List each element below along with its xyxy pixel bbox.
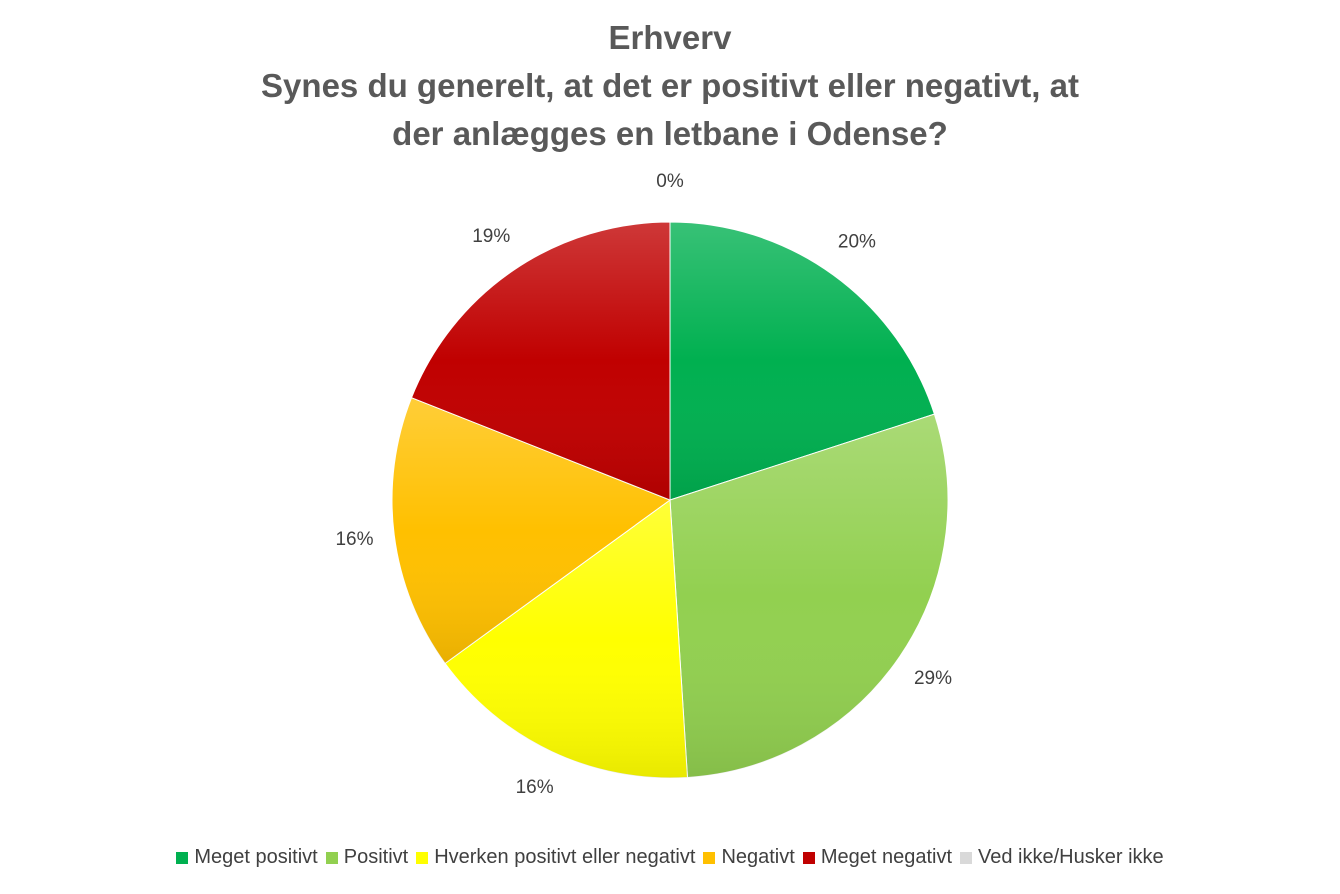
chart-title: Erhverv Synes du generelt, at det er pos… [0,14,1340,158]
legend-swatch [325,851,338,864]
chart-legend: Meget positivt Positivt Hverken positivt e… [0,846,1340,869]
legend-item-positivt: Positivt [325,846,409,869]
pie-slice-shading-meget-positivt [670,222,935,500]
legend-label: Positivt [343,846,409,868]
data-label-meget-positivt: 20% [838,232,876,253]
legend-item-meget-negativt: Meget negativt [802,846,953,869]
legend-swatch [176,851,189,864]
legend-label: Meget positivt [194,846,318,868]
pie-slice-shading-negativt [392,397,670,664]
pie-slice-shading-meget-negativt [411,221,670,500]
pie-slice-shading-hverken-positivt-eller-negativt [445,500,688,778]
legend-label: Negativt [721,846,795,868]
chart-title-line-2: Synes du generelt, at det er positivt el… [261,67,1079,104]
legend-swatch [960,851,973,864]
legend-swatch [703,851,716,864]
chart-title-line-3: der anlægges en letbane i Odense? [392,115,948,152]
data-label-meget-negativt: 19% [472,226,510,247]
legend-swatch [416,851,429,864]
data-label-hverken-positivt-eller-negativt: 16% [516,777,554,798]
data-label-negativt: 16% [335,529,373,550]
chart-title-line-1: Erhverv [608,19,732,56]
legend-item-meget-positivt: Meget positivt [176,846,318,869]
legend-label: Meget negativt [820,846,953,868]
legend-label: Ved ikke/Husker ikke [978,846,1164,868]
pie-slice-shading-positivt [670,414,948,778]
data-label-positivt: 29% [914,668,952,689]
pie-chart: 20% 29% 16% 16% 19% 0% [335,171,952,798]
legend-item-ved-ikke-husker-ikke: Ved ikke/Husker ikke [960,846,1164,869]
legend-item-hverken-positivt-eller-negativt: Hverken positivt eller negativt [416,846,695,869]
legend-swatch [802,851,815,864]
data-label-ved-ikke-husker-ikke: 0% [656,171,684,192]
legend-item-negativt: Negativt [703,846,795,869]
legend-label: Hverken positivt eller negativt [434,846,696,868]
